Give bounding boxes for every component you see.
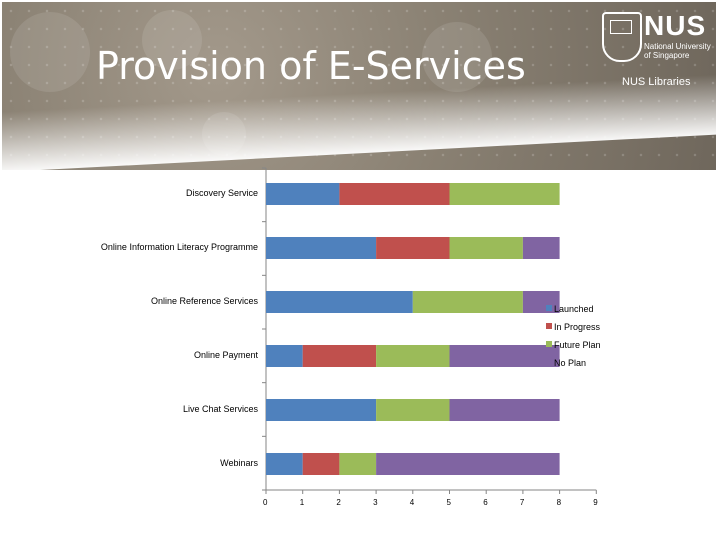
bar-segment	[266, 237, 377, 259]
legend-label: No Plan	[554, 358, 587, 368]
bar-segment	[376, 345, 450, 367]
bar-segment	[266, 453, 303, 475]
x-tick-label: 7	[519, 498, 525, 507]
legend-swatch	[546, 341, 552, 347]
x-tick-label: 1	[299, 498, 305, 507]
category-label: Online Payment	[193, 350, 258, 360]
x-tick-label: 4	[409, 498, 415, 507]
x-tick-label: 2	[336, 498, 341, 507]
bar-segment	[266, 291, 413, 313]
category-label: Webinars	[220, 458, 258, 468]
legend-label: Future Plan	[554, 340, 601, 350]
bar-segment	[449, 183, 560, 205]
x-tick-label: 5	[446, 498, 451, 507]
x-tick-label: 9	[593, 498, 598, 507]
slide-title: Provision of E-Services	[96, 44, 526, 88]
bar-segment	[449, 237, 523, 259]
category-label: Discovery Service	[185, 188, 258, 198]
bar-segment	[376, 237, 450, 259]
logo-line1: National University	[644, 42, 711, 51]
bar-segment	[339, 453, 377, 475]
x-tick-label: 8	[556, 498, 562, 507]
bar-segment	[302, 345, 377, 367]
legend-swatch	[546, 323, 552, 329]
banner-bubble	[142, 10, 202, 70]
bar-segment	[266, 399, 377, 421]
category-label: Online Reference Services	[150, 296, 258, 306]
bar-segment	[376, 399, 450, 421]
x-tick-label: 0	[263, 498, 268, 507]
banner-bubble	[422, 22, 492, 92]
logo-name: NUS	[644, 10, 707, 41]
x-tick-label: 6	[483, 498, 488, 507]
bar-segment	[412, 291, 523, 313]
x-tick-label: 3	[373, 498, 378, 507]
banner-bubble	[10, 12, 90, 92]
logo-line2: of Singapore	[644, 51, 690, 60]
nus-logo: NUS National University of Singapore NUS…	[600, 10, 712, 92]
logo-library: NUS Libraries	[622, 76, 691, 88]
bar-segment	[302, 453, 340, 475]
bar-segment	[449, 345, 560, 367]
bar-segment	[376, 453, 560, 475]
bar-segment	[522, 237, 560, 259]
bar-segment	[266, 345, 303, 367]
nus-crest-icon	[602, 12, 642, 62]
legend-label: Launched	[554, 304, 594, 314]
header-banner	[2, 2, 716, 170]
legend-swatch	[546, 359, 552, 365]
category-label: Live Chat Services	[182, 404, 258, 414]
category-label: Online Information Literacy Programme	[100, 242, 258, 252]
legend-label: In Progress	[554, 322, 601, 332]
bar-segment	[339, 183, 450, 205]
legend-swatch	[546, 305, 552, 311]
bar-segment	[266, 183, 340, 205]
bar-segment	[449, 399, 560, 421]
